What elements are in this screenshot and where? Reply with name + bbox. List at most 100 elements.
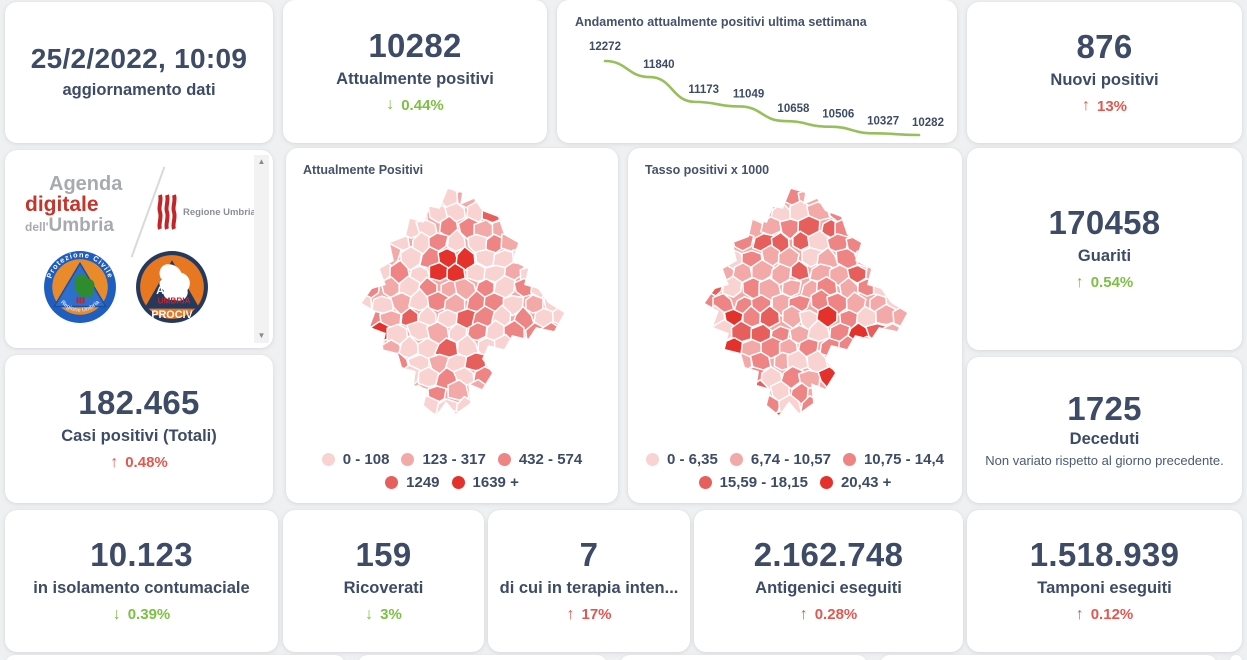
municipality-region[interactable] xyxy=(563,413,578,427)
municipality-region[interactable] xyxy=(572,334,578,359)
municipality-region[interactable] xyxy=(733,379,758,403)
municipality-region[interactable] xyxy=(378,365,401,390)
municipality-region[interactable] xyxy=(501,204,524,227)
municipality-region[interactable] xyxy=(901,321,921,342)
municipality-region[interactable] xyxy=(552,367,573,389)
municipality-region[interactable] xyxy=(828,198,850,223)
municipality-region[interactable] xyxy=(682,188,706,207)
municipality-region[interactable] xyxy=(779,365,805,390)
municipality-region[interactable] xyxy=(327,187,344,207)
scroll-down-button[interactable]: ▼ xyxy=(254,329,269,343)
municipality-region[interactable] xyxy=(571,185,577,209)
municipality-region[interactable] xyxy=(361,214,383,240)
municipality-region[interactable] xyxy=(398,395,419,416)
municipality-region[interactable] xyxy=(558,266,577,285)
municipality-region[interactable] xyxy=(915,279,921,300)
municipality-region[interactable] xyxy=(685,366,704,390)
municipality-region[interactable] xyxy=(892,305,913,328)
municipality-region[interactable] xyxy=(327,264,337,286)
municipality-region[interactable] xyxy=(540,232,564,255)
municipality-region[interactable] xyxy=(332,263,350,284)
municipality-region[interactable] xyxy=(484,378,507,402)
municipality-region[interactable] xyxy=(354,262,375,283)
municipality-region[interactable] xyxy=(670,220,689,241)
municipality-region[interactable] xyxy=(391,410,413,427)
municipality-region[interactable] xyxy=(560,177,577,192)
municipality-region[interactable] xyxy=(695,381,715,404)
municipality-region[interactable] xyxy=(675,263,697,287)
municipality-region[interactable] xyxy=(730,411,753,427)
municipality-region[interactable] xyxy=(345,368,366,392)
municipality-region[interactable] xyxy=(670,232,679,256)
municipality-region[interactable] xyxy=(713,412,736,427)
municipality-region[interactable] xyxy=(846,177,867,196)
municipality-region[interactable] xyxy=(455,245,476,272)
municipality-region[interactable] xyxy=(670,262,679,283)
municipality-region[interactable] xyxy=(571,218,577,239)
municipality-region[interactable] xyxy=(867,412,890,427)
municipality-region[interactable] xyxy=(882,382,905,408)
municipality-region[interactable] xyxy=(494,396,517,420)
municipality-region[interactable] xyxy=(807,177,828,194)
municipality-region[interactable] xyxy=(828,351,853,372)
municipality-region[interactable] xyxy=(913,398,920,419)
municipality-region[interactable] xyxy=(711,202,736,222)
municipality-region[interactable] xyxy=(903,410,920,427)
municipality-region[interactable] xyxy=(333,201,355,221)
municipality-region[interactable] xyxy=(359,397,381,418)
municipality-region[interactable] xyxy=(495,364,517,390)
municipality-region[interactable] xyxy=(833,395,858,415)
municipality-region[interactable] xyxy=(892,277,915,297)
municipality-region[interactable] xyxy=(539,264,563,284)
municipality-region[interactable] xyxy=(428,261,450,282)
municipality-region[interactable] xyxy=(561,320,577,347)
municipality-region[interactable] xyxy=(333,350,353,373)
municipality-region[interactable] xyxy=(702,367,725,389)
municipality-region[interactable] xyxy=(571,365,577,389)
municipality-region[interactable] xyxy=(549,215,569,237)
municipality-region[interactable] xyxy=(362,333,386,360)
municipality-region[interactable] xyxy=(670,321,676,344)
municipality-region[interactable] xyxy=(466,177,487,198)
municipality-region[interactable] xyxy=(571,398,577,420)
municipality-region[interactable] xyxy=(327,412,334,427)
municipality-region[interactable] xyxy=(548,248,571,269)
municipality-region[interactable] xyxy=(530,398,554,419)
municipality-region[interactable] xyxy=(684,396,706,415)
municipality-region[interactable] xyxy=(859,218,881,242)
municipality-region[interactable] xyxy=(552,395,571,420)
municipality-region[interactable] xyxy=(569,307,577,331)
municipality-region[interactable] xyxy=(723,217,743,239)
municipality-region[interactable] xyxy=(368,229,393,255)
municipality-region[interactable] xyxy=(529,219,553,239)
municipality-region[interactable] xyxy=(389,203,412,226)
municipality-region[interactable] xyxy=(871,247,895,272)
municipality-region[interactable] xyxy=(670,177,676,193)
municipality-region[interactable] xyxy=(343,244,363,268)
municipality-region[interactable] xyxy=(901,177,920,195)
municipality-region[interactable] xyxy=(416,395,440,419)
municipality-region[interactable] xyxy=(722,186,746,210)
municipality-region[interactable] xyxy=(369,353,394,375)
municipality-region[interactable] xyxy=(885,231,907,254)
municipality-region[interactable] xyxy=(789,177,812,193)
municipality-region[interactable] xyxy=(351,322,371,344)
municipality-region[interactable] xyxy=(670,412,677,427)
municipality-region[interactable] xyxy=(426,177,448,196)
municipality-region[interactable] xyxy=(332,380,355,404)
municipality-region[interactable] xyxy=(368,203,392,228)
municipality-region[interactable] xyxy=(677,380,697,403)
municipality-region[interactable] xyxy=(344,309,365,329)
municipality-region[interactable] xyxy=(881,261,905,282)
municipality-region[interactable] xyxy=(424,414,450,427)
municipality-region[interactable] xyxy=(350,177,370,197)
municipality-region[interactable] xyxy=(360,368,383,388)
municipality-region[interactable] xyxy=(409,412,431,427)
municipality-region[interactable] xyxy=(327,322,333,341)
municipality-region[interactable] xyxy=(892,333,914,356)
municipality-region[interactable] xyxy=(485,177,507,196)
municipality-region[interactable] xyxy=(512,217,535,239)
municipality-region[interactable] xyxy=(675,352,697,374)
municipality-region[interactable] xyxy=(910,336,920,359)
municipality-region[interactable] xyxy=(767,410,790,428)
